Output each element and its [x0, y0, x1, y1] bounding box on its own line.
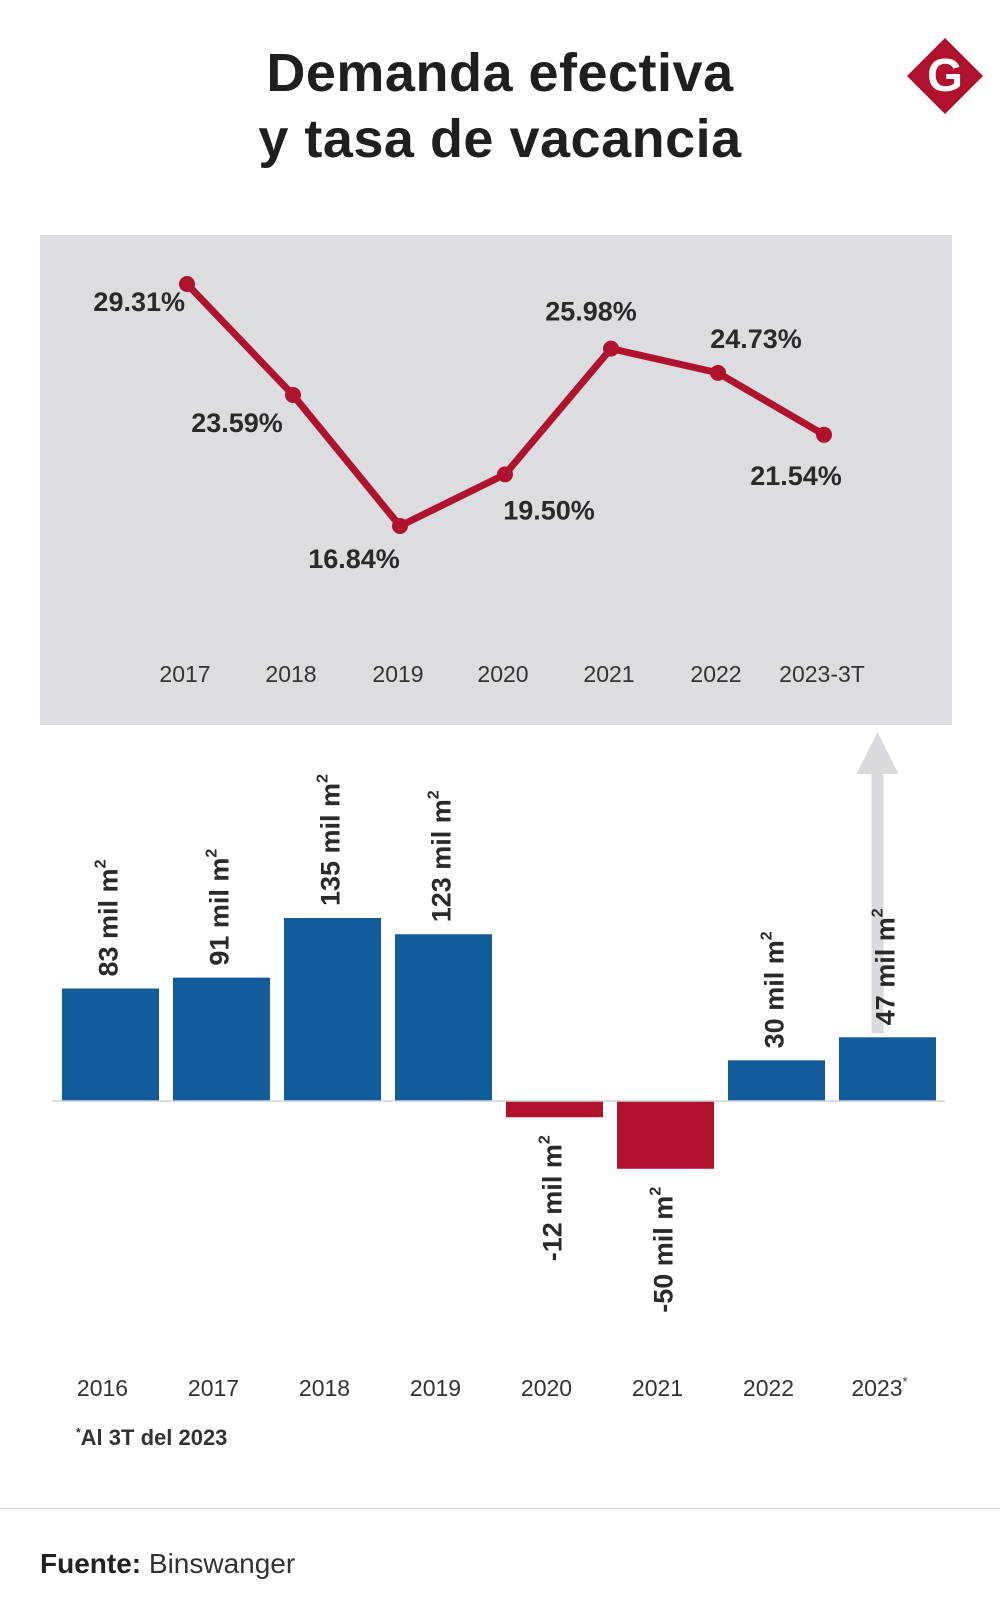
demand-label-value: 30 mil m [760, 940, 790, 1048]
demand-xtick-label: 2016 [77, 1375, 128, 1401]
footnote-mark: * [76, 1425, 81, 1440]
demand-bar-2018 [284, 918, 381, 1101]
demand-label-group-2017: 91 mil m2 [204, 849, 235, 966]
demand-label-sup: 2 [315, 774, 332, 783]
demand-label-group-2018: 135 mil m2 [315, 774, 346, 906]
growth-arrow-head [856, 732, 899, 774]
demand-xtick-2021: 2021 [632, 1375, 683, 1401]
demand-label-2023: 47 mil m2 [870, 908, 901, 1025]
demand-label-sup: 2 [870, 908, 887, 917]
vacancy-label-2018: 23.59% [191, 408, 283, 438]
demand-label-group-2020: -12 mil m2 [537, 1135, 568, 1261]
vacancy-xtick-2018: 2018 [265, 661, 316, 687]
title-line-2: y tasa de vacancia [258, 109, 742, 169]
demand-label-2016: 83 mil m2 [93, 859, 124, 976]
demand-xtick-2018: 2018 [299, 1375, 350, 1401]
demand-bar-2023 [839, 1037, 936, 1101]
demand-label-sup: 2 [93, 859, 110, 868]
growth-arrow-shaft [871, 768, 884, 1034]
vacancy-label-2020: 19.50% [503, 495, 595, 525]
vacancy-point-2017 [179, 276, 195, 292]
demand-xtick-label: 2020 [521, 1375, 572, 1401]
vacancy-label-2022: 24.73% [710, 324, 802, 354]
demand-label-group-2016: 83 mil m2 [93, 859, 124, 976]
demand-label-2020: -12 mil m2 [537, 1135, 568, 1261]
footnote-text: Al 3T del 2023 [80, 1425, 228, 1450]
g-logo-icon: G [907, 38, 983, 114]
demand-label-group-2023: 47 mil m2 [870, 908, 901, 1025]
logo-diamond [907, 38, 983, 114]
demand-label-2019: 123 mil m2 [426, 790, 457, 922]
demand-bar-2019 [395, 934, 492, 1101]
demand-xtick-2023: 2023* [851, 1374, 907, 1401]
vacancy-point-2018 [285, 387, 301, 404]
logo-letter: G [927, 49, 963, 101]
demand-xtick-2022: 2022 [743, 1375, 794, 1401]
demand-label-value: -50 mil m [649, 1196, 679, 1313]
demand-label-group-2021: -50 mil m2 [648, 1187, 679, 1313]
demand-label-sup: 2 [204, 849, 221, 858]
demand-xtick-label: 2019 [410, 1375, 461, 1401]
demand-label-group-2019: 123 mil m2 [426, 790, 457, 922]
demand-label-2021: -50 mil m2 [648, 1187, 679, 1313]
demand-bar-2020 [506, 1101, 603, 1118]
vacancy-label-2021: 25.98% [545, 297, 637, 327]
demand-label-value: 91 mil m [205, 858, 235, 966]
vacancy-point-2023-3T [816, 426, 832, 443]
vacancy-xtick-2017: 2017 [159, 661, 210, 687]
demand-label-value: -12 mil m [538, 1144, 568, 1261]
demand-xtick-2017: 2017 [188, 1375, 239, 1401]
demand-xtick-label: 2017 [188, 1375, 239, 1401]
vacancy-point-2022 [710, 364, 726, 381]
demand-bar-2017 [173, 977, 270, 1101]
demand-xtick-2019: 2019 [410, 1375, 461, 1401]
demand-label-value: 47 mil m [871, 917, 901, 1025]
demand-xtick-label: 2022 [743, 1375, 794, 1401]
footnote: *Al 3T del 2023 [76, 1425, 227, 1451]
vacancy-label-2017: 29.31% [93, 287, 185, 317]
vacancy-xtick-2019: 2019 [372, 661, 423, 687]
demand-label-sup: 2 [759, 931, 776, 940]
vacancy-label-2019: 16.84% [308, 544, 400, 574]
title-line-1: Demanda efectiva [266, 43, 734, 103]
demand-xtick-sup: * [903, 1374, 908, 1389]
demand-bar-2016 [62, 988, 159, 1101]
demand-bar-2021 [617, 1101, 714, 1169]
demand-xtick-label: 2023 [851, 1375, 902, 1401]
vacancy-xtick-2022: 2022 [690, 661, 741, 687]
demand-label-2017: 91 mil m2 [204, 849, 235, 966]
demand-bar-2022 [728, 1060, 825, 1101]
vacancy-xtick-2020: 2020 [477, 661, 528, 687]
source-text: Binswanger [148, 1548, 296, 1579]
demand-label-sup: 2 [648, 1187, 665, 1196]
demand-xtick-2016: 2016 [77, 1375, 128, 1401]
demand-label-2018: 135 mil m2 [315, 774, 346, 906]
demand-label-group-2022: 30 mil m2 [759, 931, 790, 1048]
demand-xtick-label: 2021 [632, 1375, 683, 1401]
vacancy-point-2020 [497, 466, 513, 483]
demand-xtick-label: 2018 [299, 1375, 350, 1401]
demand-label-value: 83 mil m [94, 868, 124, 976]
vacancy-line [183, 280, 828, 530]
demand-label-value: 135 mil m [316, 783, 346, 906]
source-note: Fuente: Binswanger [40, 1548, 295, 1580]
source-label: Fuente: [40, 1548, 142, 1579]
demand-xtick-2020: 2020 [521, 1375, 572, 1401]
divider [0, 1508, 1000, 1509]
demand-label-sup: 2 [537, 1135, 554, 1144]
demand-label-2022: 30 mil m2 [759, 931, 790, 1048]
vacancy-xtick-2021: 2021 [583, 661, 634, 687]
vacancy-point-2019 [392, 518, 408, 534]
vacancy-xtick-2023-3T: 2023-3T [779, 661, 865, 687]
chart-title: Demanda efectiva y tasa de vacancia [0, 40, 1000, 172]
demand-label-sup: 2 [426, 790, 443, 799]
demand-label-value: 123 mil m [427, 799, 457, 922]
vacancy-label-2023-3T: 21.54% [750, 461, 842, 491]
vacancy-point-2021 [603, 340, 619, 357]
